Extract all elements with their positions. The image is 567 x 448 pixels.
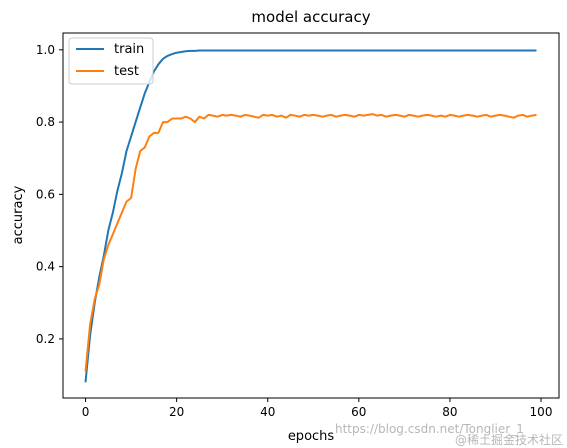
watermark-community: @稀土掘金技术社区	[455, 433, 564, 447]
y-axis-label: accuracy	[11, 185, 26, 244]
x-tick-label: 100	[530, 405, 553, 419]
chart-title: model accuracy	[251, 8, 370, 26]
axes-frame	[62, 32, 560, 399]
series-line-test	[84, 113, 537, 372]
y-tick-label: 0.2	[36, 332, 55, 346]
y-tick-label: 0.6	[36, 187, 55, 201]
x-tick-label: 40	[260, 405, 275, 419]
x-axis-label: epochs	[288, 429, 335, 444]
x-tick-label: 20	[169, 405, 184, 419]
legend-label-train: train	[114, 42, 144, 57]
y-tick-label: 1.0	[36, 43, 55, 57]
legend-label-test: test	[114, 64, 139, 79]
watermark-url: https://blog.csdn.net/Tonglier_1	[335, 422, 524, 436]
x-tick-label: 0	[82, 405, 90, 419]
y-tick-label: 0.4	[36, 260, 55, 274]
y-tick-label: 0.8	[36, 115, 55, 129]
x-tick-label: 60	[351, 405, 366, 419]
x-tick-label: 80	[442, 405, 457, 419]
legend: train test	[68, 37, 154, 85]
series-line-train	[84, 49, 537, 383]
